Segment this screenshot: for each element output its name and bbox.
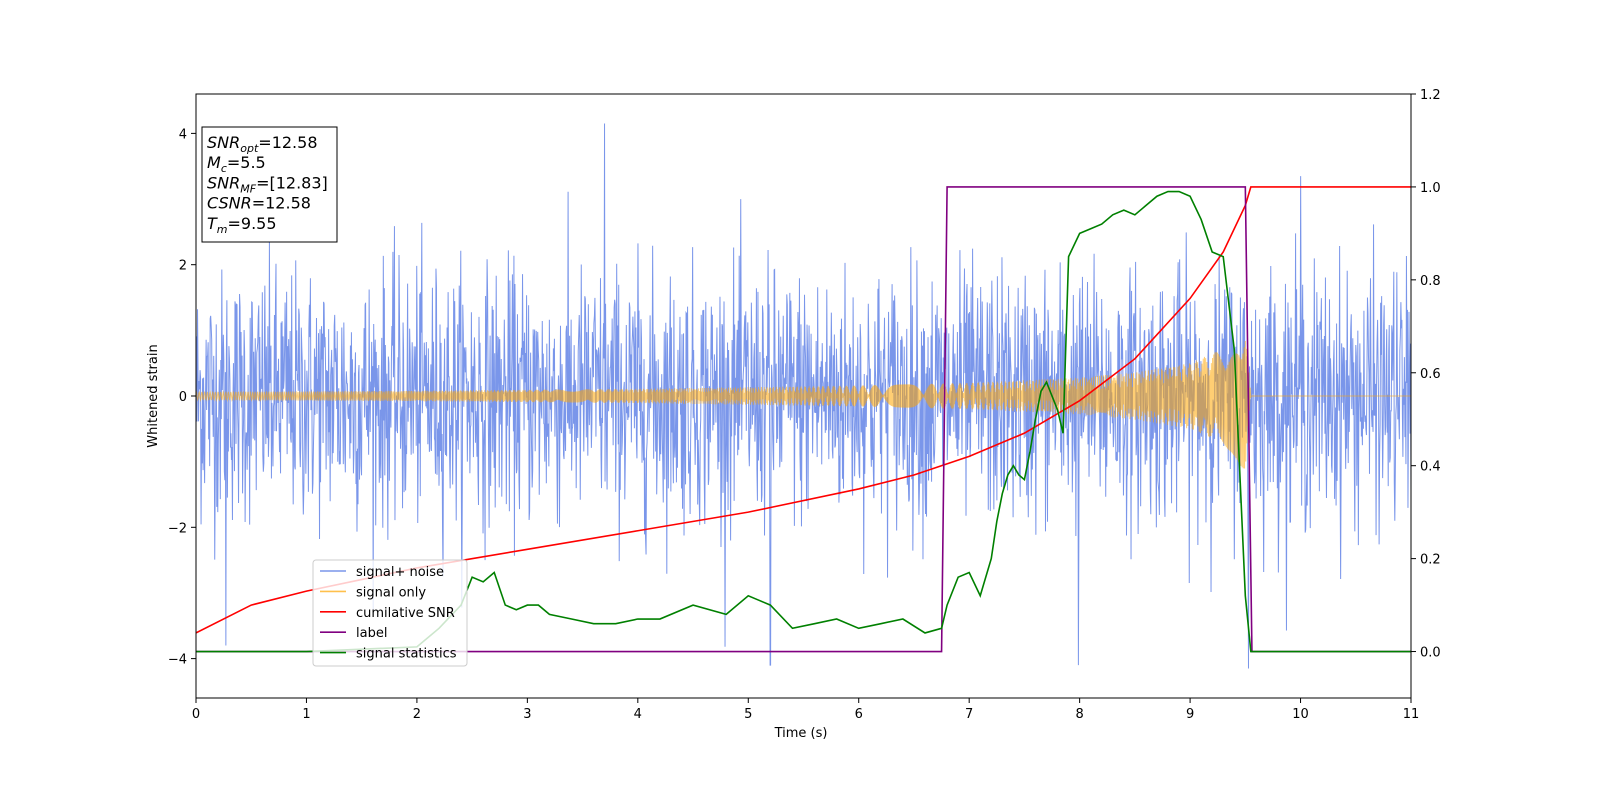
y-left-tick-label: −2 — [168, 521, 187, 536]
legend-label: label — [320, 626, 387, 641]
x-tick-label: 9 — [1186, 707, 1194, 722]
legend-signal-only: signal only — [320, 585, 426, 600]
x-tick-label: 1 — [302, 707, 310, 722]
legend: signal+ noise signal only cumilative SNR la… — [312, 559, 468, 667]
y-left-tick-label: 4 — [179, 127, 187, 142]
x-tick-label: 3 — [523, 707, 531, 722]
x-tick-label: 5 — [744, 707, 752, 722]
series-signal-statistics-line — [196, 190, 1411, 653]
y-axis-label: Whitened strain — [146, 344, 161, 447]
info-line: CSNR=12.58 — [207, 194, 311, 213]
legend-label-text: signal+ noise — [356, 565, 444, 580]
y-right-tick-label: 0.0 — [1420, 646, 1441, 661]
legend-signal-noise: signal+ noise — [320, 565, 444, 580]
x-tick-label: 0 — [192, 707, 200, 722]
series-signal-only-line — [196, 340, 1411, 469]
x-tick-label: 8 — [1075, 707, 1083, 722]
legend-label-text: signal only — [356, 585, 426, 600]
tick-marks: 0 1 2 3 4 5 6 7 8 9 10 11 −4 −2 0 2 4 0.0 0.2 0.4 0.6 0.8 1.0 1… — [168, 88, 1441, 722]
info-line: SNRopt=12.58 — [207, 133, 318, 155]
y-left-tick-label: 2 — [179, 259, 187, 274]
legend-signal-statistics: signal statistics — [320, 647, 457, 662]
y-left-tick-label: −4 — [168, 653, 187, 668]
legend-label-text: cumilative SNR — [356, 606, 455, 621]
legend-frame — [312, 559, 468, 667]
x-tick-label: 7 — [965, 707, 973, 722]
x-tick-label: 11 — [1403, 707, 1420, 722]
legend-label-text: label — [356, 626, 387, 641]
x-tick-label: 2 — [413, 707, 421, 722]
y-right-tick-label: 0.8 — [1420, 274, 1441, 289]
legend-cumulative-snr: cumilative SNR — [320, 606, 455, 621]
info-box-frame — [201, 126, 338, 243]
y-right-tick-label: 1.0 — [1420, 181, 1441, 196]
series-signal-noise-line — [196, 123, 1411, 669]
y-right-tick-label: 0.2 — [1420, 553, 1441, 568]
x-tick-label: 4 — [634, 707, 642, 722]
y-right-tick-label: 1.2 — [1420, 88, 1441, 103]
y-right-tick-label: 0.6 — [1420, 367, 1441, 382]
x-tick-label: 6 — [855, 707, 863, 722]
x-axis-label: Time (s) — [774, 726, 828, 741]
y-left-tick-label: 0 — [179, 390, 187, 405]
info-line: SNRMF=[12.83] — [207, 173, 328, 195]
info-line: Mc=5.5 — [207, 153, 266, 175]
x-tick-label: 10 — [1292, 707, 1309, 722]
legend-label-text: signal statistics — [356, 647, 457, 662]
info-line: Tm=9.55 — [207, 214, 277, 236]
y-right-tick-label: 0.4 — [1420, 460, 1441, 475]
info-box: SNRopt=12.58Mc=5.5SNRMF=[12.83]CSNR=12.5… — [201, 126, 338, 243]
